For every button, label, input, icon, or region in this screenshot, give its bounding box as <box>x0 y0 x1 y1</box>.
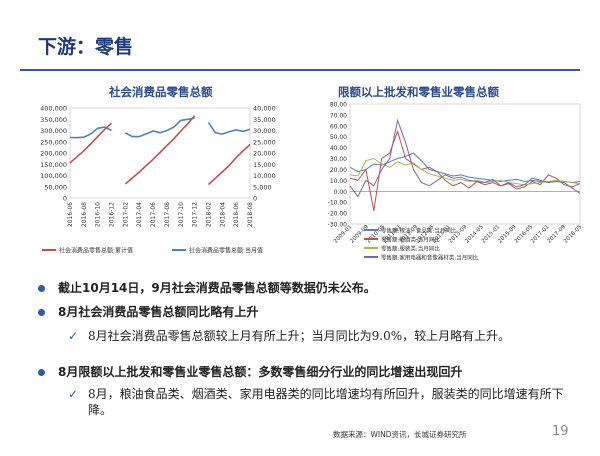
x-tick-label: 2016-12 <box>109 202 116 227</box>
x-tick-label: 2016-06 <box>67 202 74 227</box>
y-tick-label-right: 5,000 <box>253 183 272 191</box>
y-tick-label: 60.00 <box>330 123 347 130</box>
title-divider <box>20 69 580 71</box>
legend-label: 零售额:服装类:当月同比 <box>381 245 440 253</box>
y-tick-label-right: 30,000 <box>253 127 276 135</box>
legend-label: 社会消费品零售总额:累计值 <box>59 247 133 255</box>
series-line <box>349 118 581 198</box>
y-tick-label-right: 40,000 <box>253 105 276 113</box>
y-tick-label-left: 250,000 <box>40 138 67 146</box>
legend-label: 社会消费品零售总额:当月值 <box>189 247 263 255</box>
y-tick-label-right: 15,000 <box>253 161 276 169</box>
y-tick-label: 10.00 <box>330 178 347 185</box>
legend-label: 零售额:家用电器和音像器材类:当月同比 <box>381 254 479 262</box>
y-tick-label: 80.00 <box>330 102 347 109</box>
x-tick-label: 2017-10 <box>178 202 185 227</box>
y-tick-label-right: 25,000 <box>253 138 276 146</box>
x-tick-label: 2016-08 <box>81 202 88 227</box>
y-tick-label-left: 350,000 <box>40 116 67 124</box>
x-tick-label: 2016-10 <box>95 202 102 227</box>
y-tick-label-right: 20,000 <box>253 150 276 158</box>
sub-bullet-text: 8月社会消费品零售总额较上月有所上升；当月同比为9.0%，较上月略有上升。 <box>88 329 511 343</box>
x-tick-label: 2017-06 <box>150 202 157 227</box>
series-line <box>69 117 251 139</box>
left-chart-title: 社会消费品零售总额 <box>109 85 213 99</box>
page-title: 下游：零售 <box>38 36 134 58</box>
data-source-note: 数据来源：WIND资讯，长城证券研究所 <box>333 430 467 439</box>
retail-total-chart: 400,000 350,000 300,000 250,000 200,000 150,0… <box>40 105 276 255</box>
y-tick-label-left: 400,000 <box>40 105 67 113</box>
y-tick-label-left: 0 <box>63 195 67 203</box>
x-tick-label: 2018-04 <box>219 202 226 227</box>
check-icon: ✓ <box>68 387 79 401</box>
series-line <box>349 157 581 186</box>
bullet-dot <box>38 369 45 376</box>
bullet-text: 截止10月14日，9月社会消费品零售总额等数据仍未公布。 <box>58 281 376 295</box>
bullet-dot <box>38 309 45 316</box>
y-tick-label-left: 150,000 <box>40 161 67 169</box>
category-retail-yoy-chart: 80.00 70.00 60.00 50.00 40.00 30.00 20.00 10.00… <box>328 102 584 262</box>
page-number: 19 <box>552 424 569 439</box>
y-tick-label: 40.00 <box>330 145 347 152</box>
legend-label: 零售额:烟酒类:当月同比 <box>381 236 440 244</box>
y-tick-label-left: 200,000 <box>40 150 67 158</box>
bullet-text: 8月社会消费品零售总额同比略有上升 <box>58 305 259 319</box>
x-tick-label: 2017-12 <box>192 202 199 227</box>
bullet-dot <box>38 285 45 292</box>
y-tick-label-right: 0 <box>253 195 257 203</box>
plot-frame <box>349 103 581 225</box>
right-chart-title: 限额以上批发和零售业零售总额 <box>338 85 499 99</box>
y-tick-label-right: 35,000 <box>253 116 276 124</box>
x-tick-label: 2018-05 <box>563 224 584 245</box>
series-line <box>349 129 581 211</box>
y-tick-label-left: 100,000 <box>40 172 67 180</box>
x-tick-label: 2017-04 <box>136 202 143 227</box>
sub-bullet-text: 8月，粮油食品类、烟酒类、家用电器类的同比增速均有所回升，服装类的同比增速有所下… <box>88 387 564 417</box>
bullet-text: 8月限额以上批发和零售业零售总额：多数零售细分行业的同比增速出现回升 <box>58 365 463 379</box>
y-tick-label-left: 300,000 <box>40 127 67 135</box>
y-tick-label: 0.00 <box>334 189 348 196</box>
x-tick-label: 2018-06 <box>233 202 240 227</box>
series-line <box>69 115 251 186</box>
y-tick-label: -30.00 <box>328 222 348 229</box>
x-tick-label: 2018-08 <box>247 202 254 227</box>
y-tick-label: 20.00 <box>330 167 347 174</box>
y-tick-label: 50.00 <box>330 134 347 141</box>
x-tick-label: 2017-02 <box>122 202 129 227</box>
plot-frame <box>69 107 251 199</box>
y-tick-label: -10.00 <box>328 200 348 207</box>
check-icon: ✓ <box>68 329 79 343</box>
x-tick-label: 2018-02 <box>205 202 212 227</box>
y-tick-label: 70.00 <box>330 112 347 119</box>
series-line <box>349 152 581 184</box>
y-tick-label: -20.00 <box>328 211 348 218</box>
y-tick-label-left: 50,000 <box>44 183 67 191</box>
legend-label: 零售额:粮油、食品类:当月同比 <box>381 227 457 235</box>
y-tick-label: 30.00 <box>330 156 347 163</box>
y-tick-label-right: 10,000 <box>253 172 276 180</box>
x-tick-label: 2017-08 <box>164 202 171 227</box>
